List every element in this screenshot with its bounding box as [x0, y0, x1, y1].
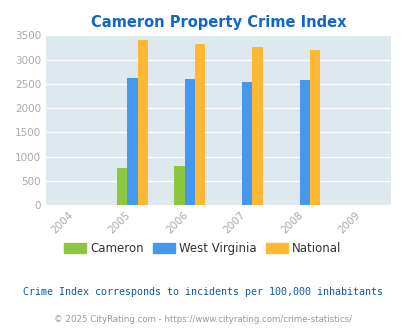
Bar [194, 44, 205, 205]
Bar [137, 40, 147, 205]
Bar [127, 78, 137, 205]
Legend: Cameron, West Virginia, National: Cameron, West Virginia, National [60, 237, 345, 260]
Bar [184, 79, 194, 205]
Bar [174, 166, 184, 205]
Bar [117, 168, 127, 205]
Bar [252, 48, 262, 205]
Bar [309, 50, 320, 205]
Bar [299, 81, 309, 205]
Text: © 2025 CityRating.com - https://www.cityrating.com/crime-statistics/: © 2025 CityRating.com - https://www.city… [54, 315, 351, 324]
Bar [241, 82, 252, 205]
Text: Crime Index corresponds to incidents per 100,000 inhabitants: Crime Index corresponds to incidents per… [23, 287, 382, 297]
Title: Cameron Property Crime Index: Cameron Property Crime Index [91, 15, 345, 30]
